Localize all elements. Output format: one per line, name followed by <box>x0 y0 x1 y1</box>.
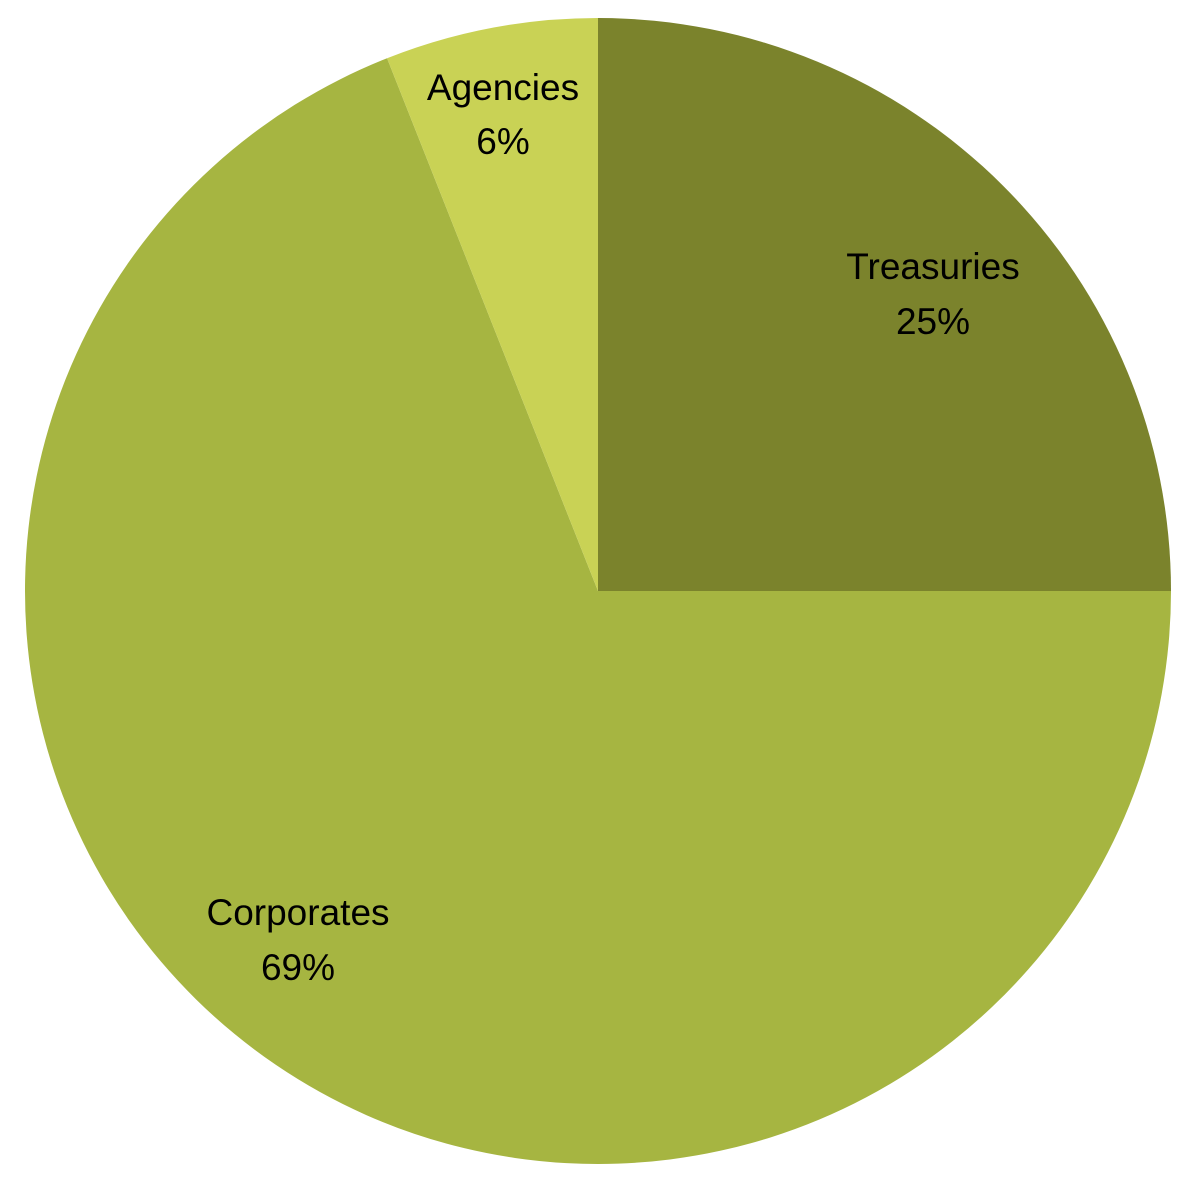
slice-label-agencies: Agencies <box>427 67 579 108</box>
slice-label-treasuries: Treasuries <box>846 246 1019 287</box>
pie-slice-agencies <box>387 18 598 591</box>
slice-value-treasuries: 25% <box>896 301 970 342</box>
pie-labels: Treasuries 25% Corporates 69% Agencies 6% <box>206 67 1019 988</box>
pie-slice-corporates <box>25 58 1171 1165</box>
slice-value-agencies: 6% <box>476 121 529 162</box>
slice-label-corporates: Corporates <box>206 892 389 933</box>
pie-slice-treasuries <box>598 18 1171 591</box>
pie-slices <box>25 18 1171 1165</box>
slice-value-corporates: 69% <box>261 947 335 988</box>
